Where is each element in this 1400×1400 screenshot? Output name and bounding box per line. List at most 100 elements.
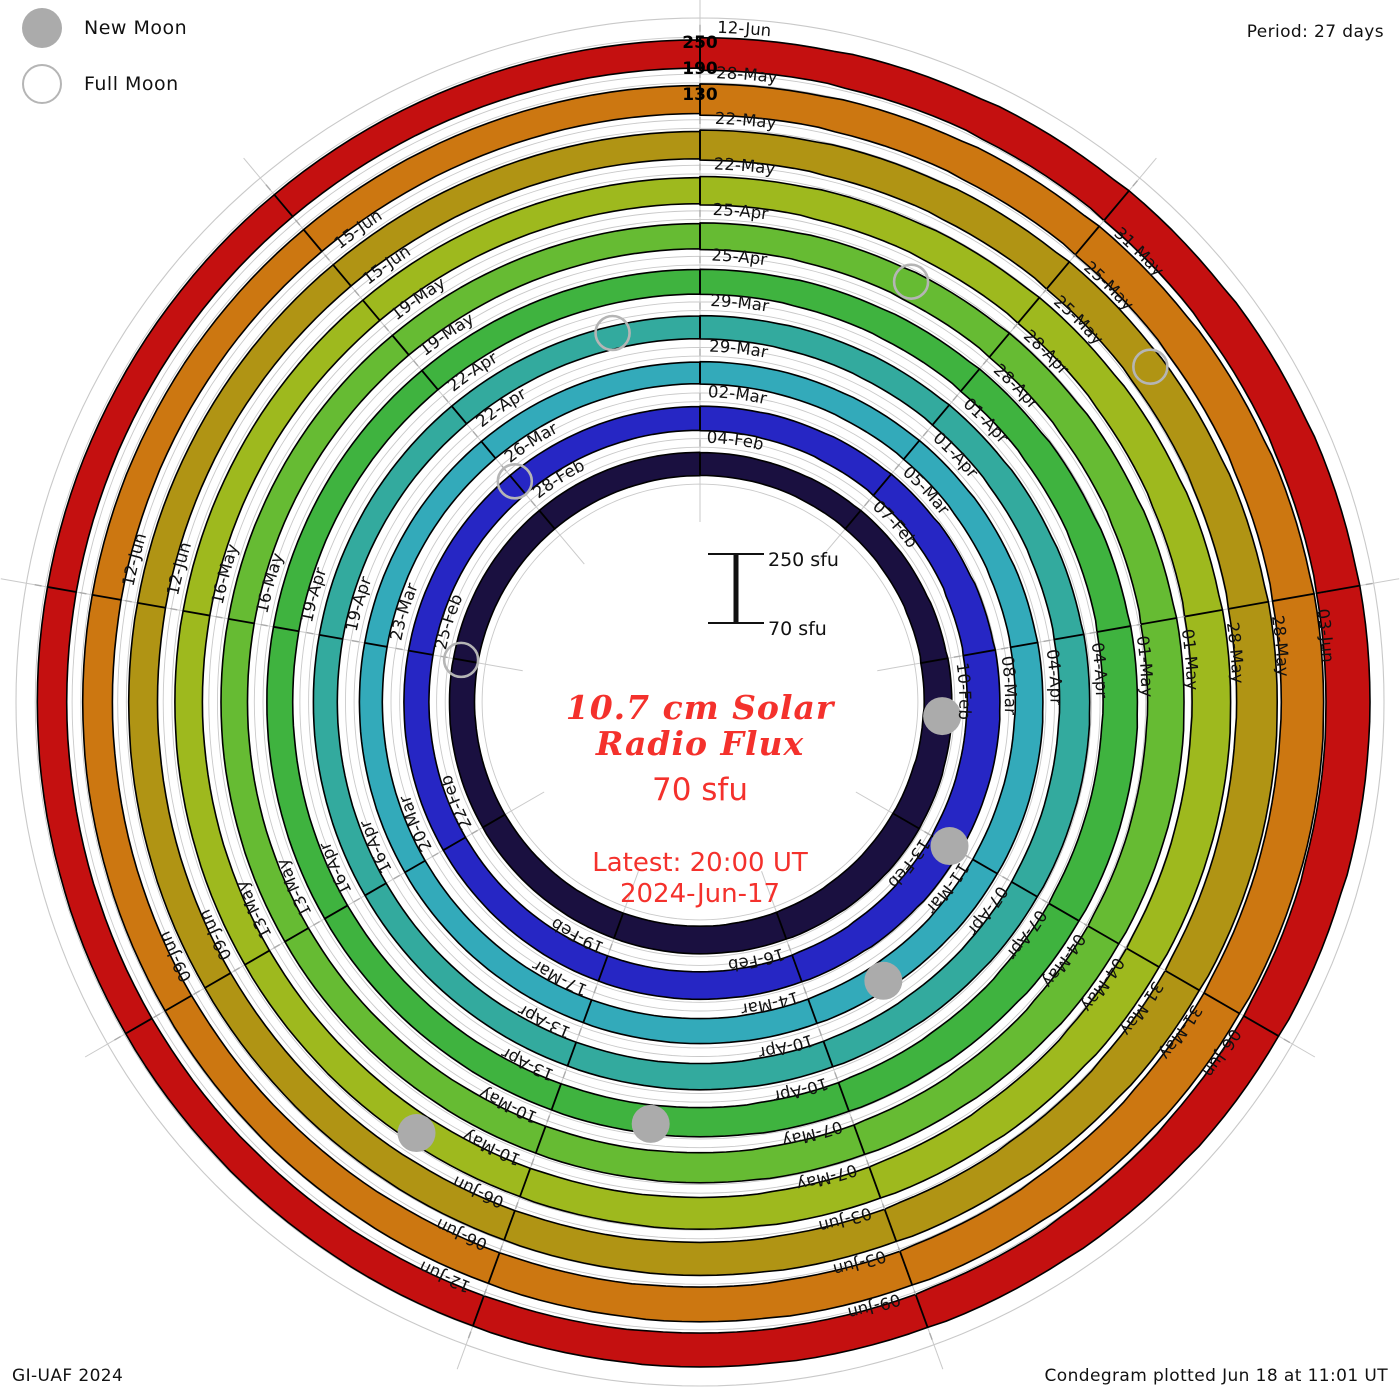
new-moon-marker: [923, 697, 962, 736]
minor-tick: [79, 591, 87, 595]
new-moon-marker: [397, 1114, 436, 1153]
guide-spiral: [15, 17, 1385, 1387]
day-divider: [972, 858, 998, 875]
moon-markers: [397, 263, 1169, 1153]
new-moon-marker: [930, 827, 969, 866]
minor-tick: [818, 1028, 823, 1036]
minor-tick: [193, 990, 201, 995]
day-divider: [364, 882, 387, 897]
date-label: 28-May: [716, 63, 779, 87]
minor-tick: [834, 1072, 838, 1080]
day-divider: [408, 649, 434, 656]
day-divider: [1087, 925, 1120, 945]
minor-tick: [472, 431, 479, 438]
day-divider: [582, 999, 593, 1023]
day-divider: [519, 1168, 532, 1197]
guide-spiral: [444, 446, 956, 958]
day-divider: [137, 601, 166, 609]
radial-scale-ticks: 250 190 130: [682, 30, 718, 108]
date-label: 08-Mar: [998, 655, 1020, 716]
new-moon-marker: [631, 1104, 670, 1143]
minor-tick: [351, 639, 359, 643]
scale-tick-130: 130: [682, 85, 718, 105]
day-divider: [421, 369, 439, 391]
full-moon-marker: [594, 314, 631, 352]
day-divider: [1096, 625, 1131, 633]
day-divider: [182, 609, 210, 617]
day-divider: [899, 1250, 914, 1286]
sfu-key-top-label: 250 sfu: [768, 549, 839, 571]
date-label: 10-Feb: [953, 661, 975, 720]
day-divider: [853, 1124, 866, 1155]
day-divider: [302, 229, 323, 252]
day-divider: [92, 593, 122, 601]
date-label: 25-Apr: [711, 246, 768, 270]
day-divider: [1103, 190, 1130, 222]
full-moon-marker: [892, 263, 930, 300]
minor-tick: [353, 289, 360, 297]
legend-item-full-moon: Full Moon: [0, 56, 320, 112]
minor-tick: [431, 852, 439, 858]
day-divider: [914, 1294, 929, 1328]
minor-tick: [1132, 180, 1138, 187]
day-divider: [391, 334, 410, 356]
day-divider: [509, 474, 527, 495]
day-divider: [1017, 296, 1041, 324]
date-label: 01-May: [1133, 634, 1157, 697]
day-divider: [324, 904, 348, 920]
day-divider: [47, 586, 77, 593]
day-divider: [872, 473, 892, 497]
minor-tick: [922, 430, 929, 437]
guide-spiral: [345, 347, 1055, 1057]
minor-tick: [383, 324, 390, 332]
minor-tick: [467, 1331, 472, 1339]
minor-tick: [1283, 1038, 1291, 1044]
minor-tick: [546, 1115, 551, 1123]
day-divider: [538, 509, 556, 530]
day-divider: [404, 859, 426, 874]
day-divider: [453, 657, 478, 664]
day-divider: [868, 1166, 882, 1199]
latest-date: 2024-Jun-17: [619, 879, 781, 909]
day-divider: [1074, 225, 1100, 256]
day-divider: [503, 1210, 516, 1241]
minor-tick: [608, 943, 613, 951]
day-divider: [1272, 592, 1315, 602]
minor-tick: [393, 874, 401, 880]
minor-tick: [530, 500, 537, 507]
minor-tick: [412, 360, 419, 367]
day-divider: [822, 1041, 834, 1068]
day-divider: [837, 1082, 850, 1112]
day-divider: [1048, 902, 1080, 922]
day-divider: [442, 836, 466, 851]
minor-tick: [982, 358, 989, 365]
sfu-key-bottom-label: 70 sfu: [768, 618, 827, 640]
day-divider: [597, 955, 609, 982]
day-divider: [844, 509, 862, 530]
guide-spiral: [436, 438, 964, 966]
guide-spiral: [299, 301, 1101, 1103]
sfu-scale-bar: [708, 553, 764, 624]
minor-tick: [324, 254, 330, 261]
day-divider: [1010, 641, 1038, 649]
day-divider: [472, 1295, 485, 1327]
minor-tick: [803, 987, 807, 995]
minor-tick: [866, 1159, 870, 1167]
guide-spiral: [481, 483, 919, 921]
date-label: 22-May: [715, 109, 778, 133]
minor-tick: [787, 944, 792, 952]
day-divider: [1140, 617, 1177, 626]
day-divider: [1164, 969, 1200, 992]
minor-tick: [442, 395, 449, 402]
minor-tick: [170, 607, 178, 611]
day-divider: [963, 649, 996, 657]
minor-tick: [578, 1028, 582, 1036]
guide-spiral: [308, 310, 1092, 1094]
day-divider: [550, 1083, 562, 1111]
day-divider: [319, 633, 343, 640]
minor-tick: [306, 631, 314, 635]
minor-tick: [34, 583, 42, 587]
minor-tick: [514, 1202, 519, 1210]
